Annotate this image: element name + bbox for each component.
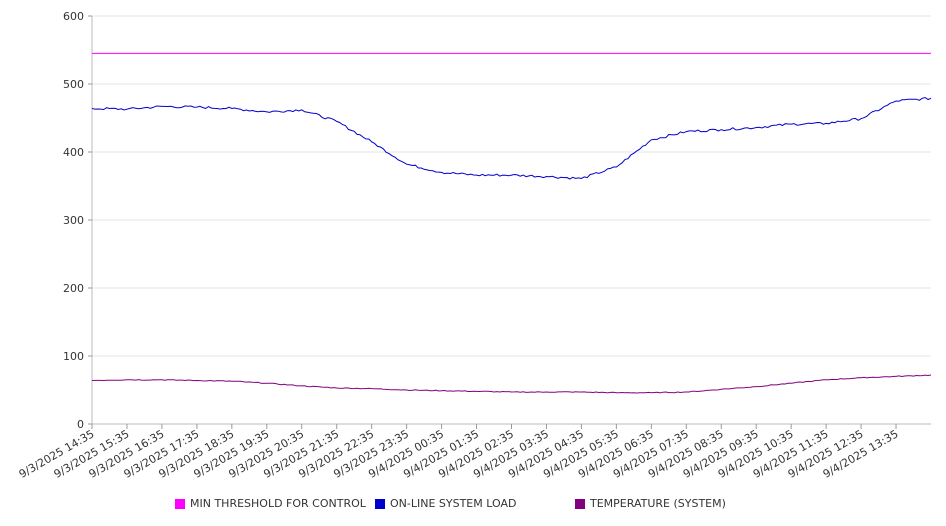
- legend: MIN THRESHOLD FOR CONTROL ON-LINE SYSTEM…: [0, 497, 946, 515]
- y-tick-label: 0: [77, 418, 84, 431]
- series-line-2: [91, 374, 932, 394]
- y-axis-ticks: 0 100 200 300 400 500 600: [63, 10, 92, 431]
- y-tick-label: 100: [63, 350, 84, 363]
- y-tick-label: 600: [63, 10, 84, 23]
- legend-label: TEMPERATURE (SYSTEM): [590, 497, 726, 510]
- legend-swatch: [375, 498, 385, 509]
- grid-lines: [92, 15, 931, 357]
- legend-swatch: [175, 498, 185, 509]
- y-tick-label: 400: [63, 146, 84, 159]
- legend-swatch: [575, 498, 585, 509]
- series-lines: [91, 52, 932, 394]
- x-axis-ticks: 9/3/2025 14:359/3/2025 15:359/3/2025 16:…: [17, 424, 901, 481]
- legend-item-min-threshold[interactable]: MIN THRESHOLD FOR CONTROL: [175, 497, 366, 510]
- series-line-1: [91, 96, 932, 180]
- legend-label: MIN THRESHOLD FOR CONTROL: [190, 497, 366, 510]
- y-tick-label: 300: [63, 214, 84, 227]
- y-tick-label: 200: [63, 282, 84, 295]
- legend-item-system-load[interactable]: ON-LINE SYSTEM LOAD: [375, 497, 516, 510]
- y-tick-label: 500: [63, 78, 84, 91]
- legend-item-temperature[interactable]: TEMPERATURE (SYSTEM): [575, 497, 726, 510]
- legend-label: ON-LINE SYSTEM LOAD: [390, 497, 517, 510]
